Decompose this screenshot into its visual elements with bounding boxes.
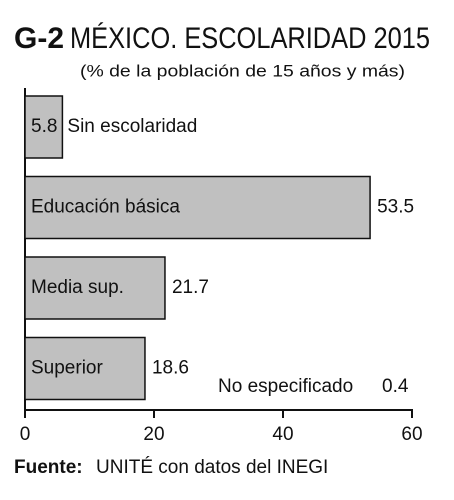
source: UNITÉ con datos del INEGI [96, 457, 328, 478]
chart-title: MÉXICO. ESCOLARIDAD 2015 [70, 22, 430, 55]
x-tick-label: 0 [20, 424, 31, 445]
category-label: Educación básica [31, 197, 180, 218]
x-tick-label: 20 [143, 424, 164, 445]
source-label: Fuente: [14, 457, 83, 478]
annotation-value: 0.4 [382, 376, 409, 397]
bar [24, 95, 64, 159]
category-label: Sin escolaridad [67, 116, 197, 137]
annotation-label: No especificado [218, 376, 353, 397]
value-label: 21.7 [172, 277, 209, 298]
category-label: Media sup. [31, 277, 124, 298]
x-tick-label: 60 [401, 424, 422, 445]
x-tick-label: 40 [272, 424, 293, 445]
bar [24, 175, 371, 240]
value-label: 5.8 [31, 116, 57, 137]
bar [24, 336, 146, 401]
value-label: 53.5 [377, 197, 414, 218]
chart-id: G-2 [14, 22, 64, 55]
value-label: 18.6 [152, 358, 189, 379]
bar [24, 256, 166, 320]
chart-subtitle: (% de la población de 15 años y más) [80, 61, 405, 80]
category-label: Superior [31, 358, 103, 379]
